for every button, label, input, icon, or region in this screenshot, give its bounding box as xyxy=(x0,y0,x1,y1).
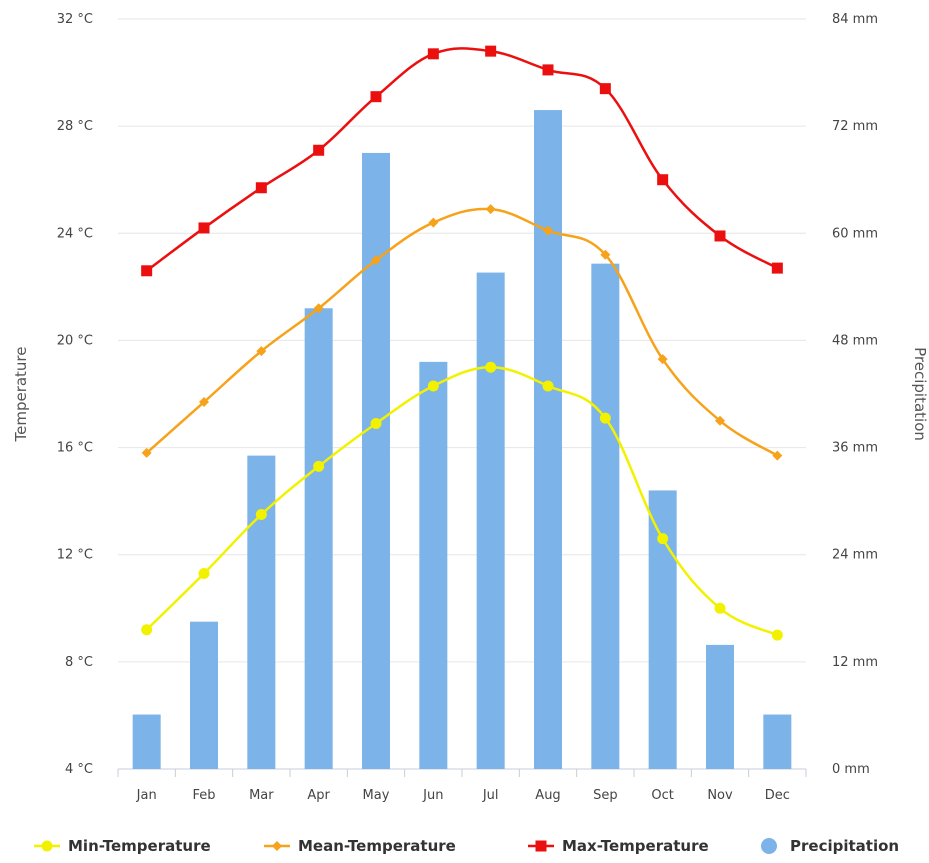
max-temperature-point xyxy=(485,45,497,57)
min-temperature-point xyxy=(771,629,783,641)
precipitation-bars xyxy=(132,110,792,770)
min-temperature-point xyxy=(255,509,267,521)
y-right-tick-label: 72 mm xyxy=(832,119,878,134)
max-temperature-line xyxy=(145,47,778,272)
max-temperature-point xyxy=(313,144,325,156)
precipitation-bar xyxy=(648,490,677,769)
legend-min-temperature-marker xyxy=(41,840,53,852)
axes: Temperature Precipitation 4 °C 0 mm 8 °C 12… xyxy=(12,12,929,803)
y-left-tick-label: 20 °C xyxy=(57,333,93,348)
min-temperature-point xyxy=(714,602,726,614)
x-tick-label: Jul xyxy=(482,788,499,803)
y-right-tick-label: 24 mm xyxy=(832,548,878,563)
precipitation-bar xyxy=(247,455,276,769)
min-temperature-point xyxy=(198,567,210,579)
precipitation-bar xyxy=(591,263,620,769)
y-axis-right-title: Precipitation xyxy=(911,347,929,441)
x-tick-label: Apr xyxy=(307,788,330,803)
x-tick-label: May xyxy=(363,788,390,803)
mean-temperature-point xyxy=(199,397,209,408)
y-right-tick-label: 48 mm xyxy=(832,333,878,348)
x-tick-label: Mar xyxy=(249,788,274,803)
min-temperature-point xyxy=(485,361,497,373)
legend-min-temperature-label: Min-Temperature xyxy=(68,837,211,855)
min-temperature-point xyxy=(542,380,554,392)
temperature-lines xyxy=(141,45,783,641)
mean-temperature-point xyxy=(600,249,611,260)
y-left-tick-label: 32 °C xyxy=(57,12,93,27)
mean-temperature-point xyxy=(772,450,783,461)
precipitation-bar xyxy=(132,714,161,769)
y-left-tick-label: 28 °C xyxy=(57,119,93,134)
max-temperature-point xyxy=(771,262,783,274)
precipitation-bar xyxy=(190,621,218,769)
x-tick-label: Nov xyxy=(707,788,733,803)
y-left-tick-label: 24 °C xyxy=(57,226,93,241)
precipitation-bar xyxy=(304,308,333,769)
mean-temperature-point xyxy=(428,217,439,228)
min-temperature-point xyxy=(599,412,611,424)
mean-temperature-point xyxy=(543,225,553,236)
legend-mean-temperature-marker xyxy=(272,841,282,851)
min-temperature-point xyxy=(313,460,325,472)
mean-temperature-point xyxy=(313,303,324,314)
legend-max-temperature-label: Max-Temperature xyxy=(562,837,709,855)
precipitation-bar xyxy=(534,110,562,770)
x-tick-label: Feb xyxy=(192,788,215,803)
x-tick-label: Dec xyxy=(765,788,790,803)
max-temperature-point xyxy=(141,265,153,277)
precipitation-bar xyxy=(362,152,390,769)
y-right-tick-label: 36 mm xyxy=(832,441,878,456)
mean-temperature-point xyxy=(715,415,725,426)
y-right-tick-label: 12 mm xyxy=(832,655,878,670)
max-temperature-point xyxy=(714,230,726,242)
y-left-tick-label: 8 °C xyxy=(65,655,93,670)
mean-temperature-line xyxy=(145,207,778,457)
legend: Min-Temperature Mean-Temperature Max-Tempe… xyxy=(34,837,899,855)
precipitation-bar xyxy=(763,714,792,769)
y-right-tick-label: 84 mm xyxy=(832,12,878,27)
x-tick-label: Oct xyxy=(651,788,673,803)
max-temperature-point xyxy=(542,64,554,76)
y-axis-left-title: Temperature xyxy=(12,346,30,442)
y-left-tick-label: 4 °C xyxy=(65,762,93,777)
min-temperature-point xyxy=(427,380,439,392)
legend-mean-temperature-label: Mean-Temperature xyxy=(298,837,456,855)
max-temperature-point xyxy=(427,48,439,60)
max-temperature-point xyxy=(198,222,210,234)
precipitation-bar xyxy=(419,361,448,769)
max-temperature-point xyxy=(599,83,611,95)
mean-temperature-point xyxy=(141,447,152,458)
y-left-tick-label: 16 °C xyxy=(57,441,93,456)
max-temperature-point xyxy=(657,174,669,186)
mean-temperature-point xyxy=(371,255,381,266)
max-temperature-point xyxy=(255,182,267,194)
mean-temperature-point xyxy=(256,346,267,357)
y-right-tick-label: 0 mm xyxy=(832,762,870,777)
max-temperature-point xyxy=(370,91,382,103)
x-tick-label: Sep xyxy=(593,788,618,803)
x-tick-label: Aug xyxy=(535,788,560,803)
x-tick-label: Jun xyxy=(422,788,443,803)
legend-max-temperature-marker xyxy=(535,840,547,852)
precipitation-bar xyxy=(706,644,734,769)
legend-precipitation-label: Precipitation xyxy=(790,837,899,855)
mean-temperature-point xyxy=(657,354,668,365)
min-temperature-point xyxy=(657,533,669,545)
mean-temperature-point xyxy=(485,204,496,215)
precipitation-bar xyxy=(476,272,505,769)
y-right-tick-label: 60 mm xyxy=(832,226,878,241)
x-tick-label: Jan xyxy=(136,788,157,803)
legend-precipitation-marker xyxy=(761,838,777,854)
gridlines xyxy=(117,18,807,777)
min-temperature-point xyxy=(370,417,382,429)
y-left-tick-label: 12 °C xyxy=(57,548,93,563)
min-temperature-point xyxy=(141,624,153,636)
min-temperature-line xyxy=(145,365,778,637)
